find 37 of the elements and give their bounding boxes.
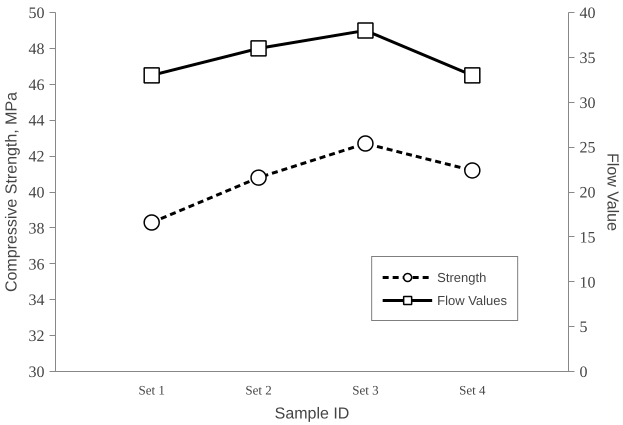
point (250, 40, 267, 57)
point (464, 67, 481, 84)
y-tick-label: 46 (28, 76, 44, 94)
y-tick-label: 48 (28, 40, 44, 58)
x-tick-label: Set 3 (352, 382, 379, 398)
y-tick-label: 30 (28, 364, 44, 381)
x-tick-label: Set 2 (245, 382, 272, 398)
y2-tick-label: 20 (580, 184, 596, 202)
point (357, 135, 374, 152)
point (143, 67, 160, 84)
point (464, 162, 481, 179)
legend-label: Strength (437, 270, 486, 284)
x-axis-title: Sample ID (274, 406, 350, 422)
x-tick-label: Set 1 (138, 382, 165, 398)
y-tick-label: 44 (28, 112, 44, 130)
y-tick-label: 50 (28, 5, 44, 22)
y2-tick-label: 5 (580, 319, 588, 336)
y2-tick-label: 25 (580, 140, 596, 157)
y-tick-label: 36 (28, 256, 44, 274)
y2-tick-label: 0 (580, 364, 588, 381)
y2-tick-label: 35 (580, 50, 596, 67)
point (143, 214, 160, 231)
y2-tick-label: 10 (580, 274, 596, 292)
y-tick-label: 42 (28, 148, 44, 166)
y-tick-label: 38 (28, 220, 44, 238)
x-tick-label: Set 4 (459, 382, 486, 398)
point (250, 169, 267, 186)
y-tick-label: 40 (28, 184, 44, 202)
y2-tick-label: 15 (580, 229, 596, 246)
y-axis-title: Compressive Strength, MPa (4, 92, 20, 292)
y2-tick-label: 40 (580, 5, 596, 22)
y-tick-label: 34 (28, 292, 44, 310)
y2-tick-label: 30 (580, 94, 596, 112)
y2-axis-title: Flow Value (604, 153, 620, 232)
point (357, 22, 374, 39)
y-tick-label: 32 (28, 328, 44, 346)
legend-label: Flow Values (437, 292, 507, 308)
